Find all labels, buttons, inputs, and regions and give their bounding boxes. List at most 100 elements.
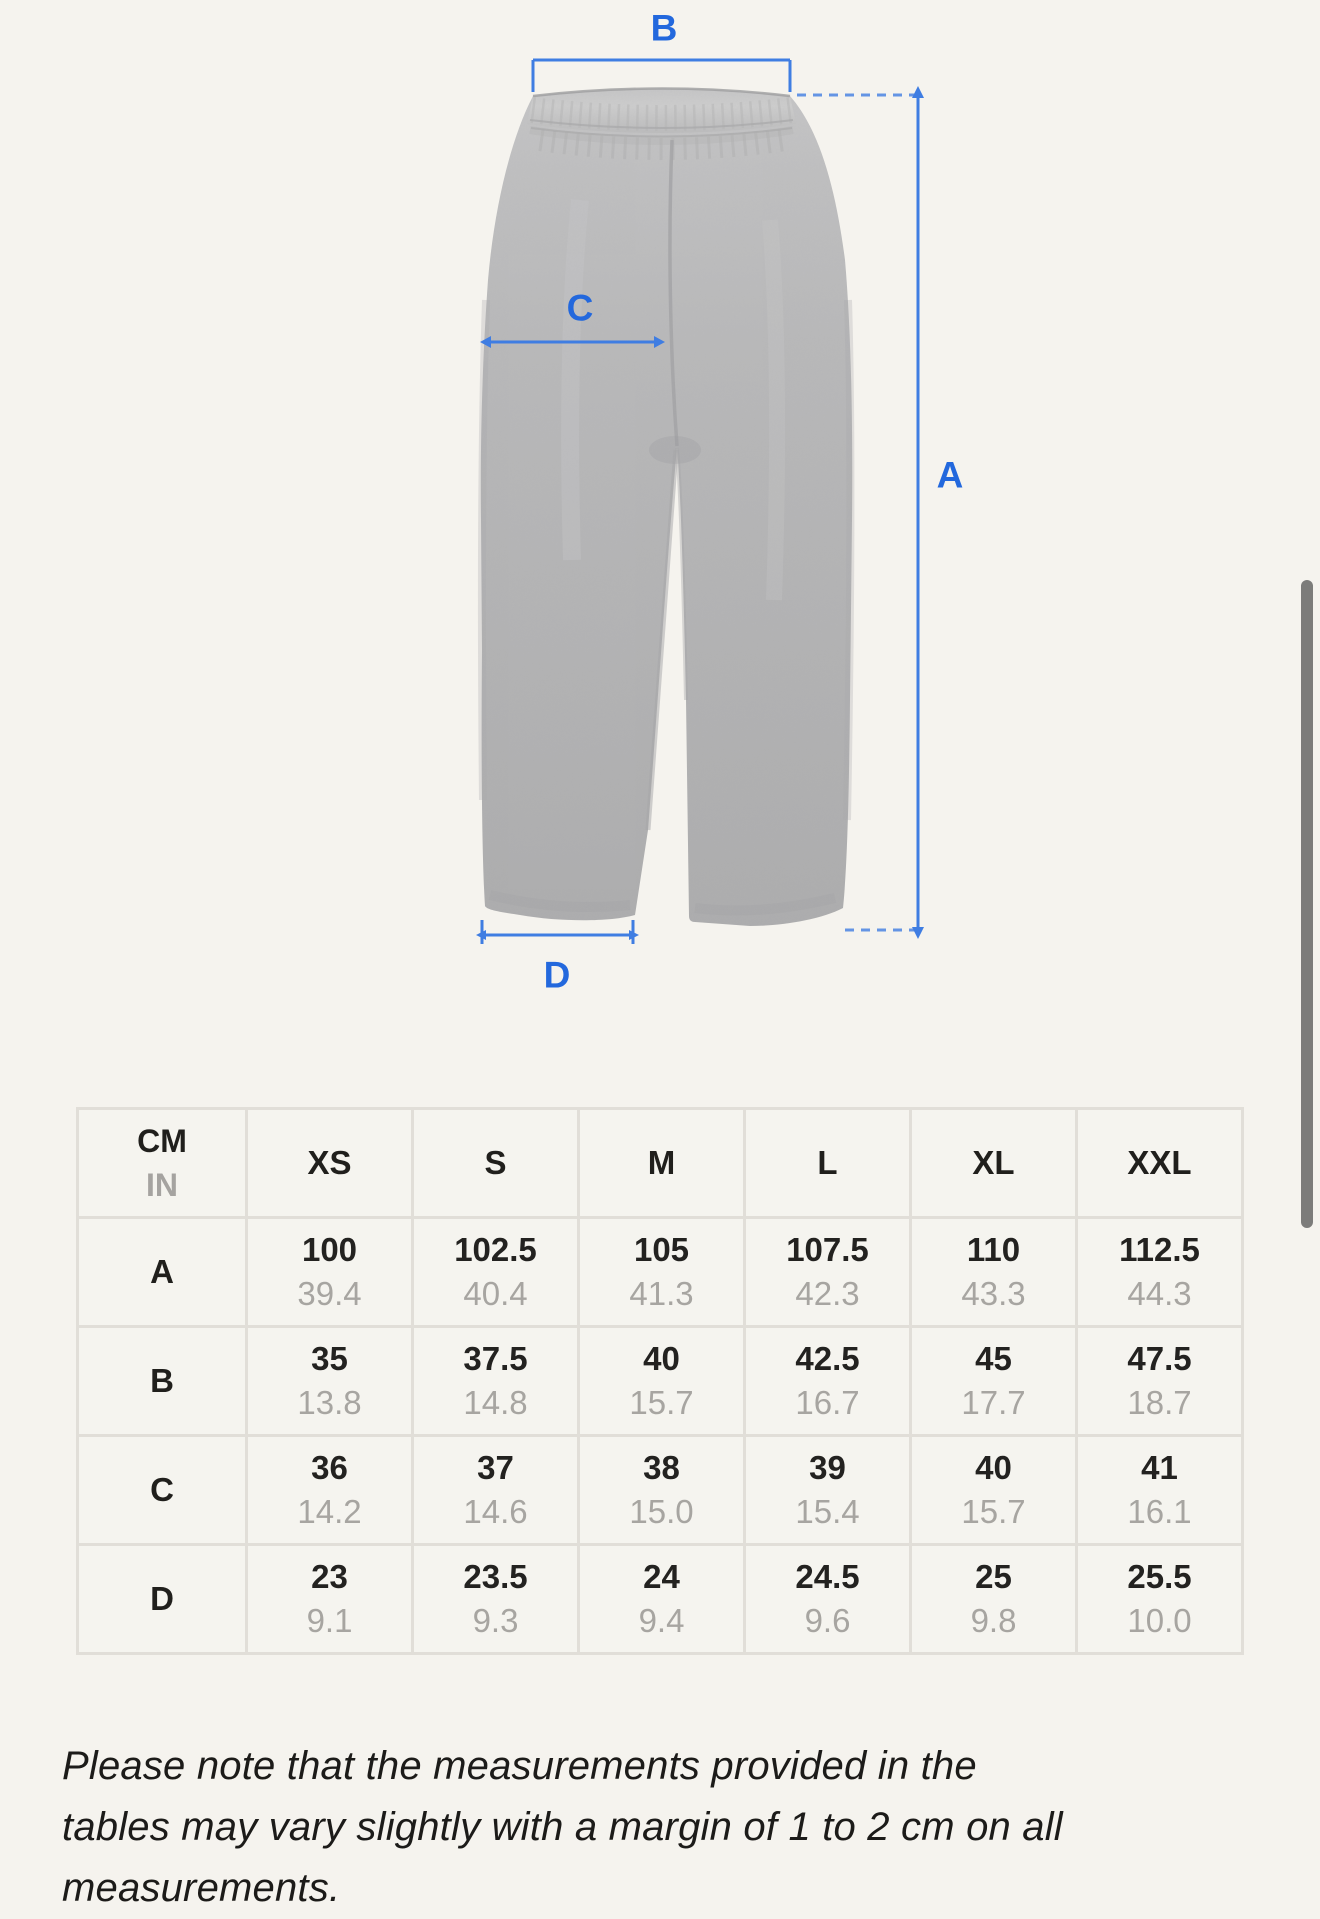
- sweatpants-image: [478, 87, 855, 926]
- value-in: 43.3: [961, 1275, 1026, 1312]
- value-cm: 25.5: [1127, 1558, 1192, 1595]
- value-cell-d-xxl: 25.5 10.0: [1078, 1546, 1241, 1652]
- value-in: 18.7: [1127, 1384, 1192, 1421]
- measurement-line-a: [797, 86, 924, 939]
- value-cell-c-xl: 40 15.7: [912, 1437, 1075, 1543]
- value-cell-d-l: 24.5 9.6: [746, 1546, 909, 1652]
- size-diagram: B A C D: [476, 8, 964, 996]
- value-cell-d-xs: 23 9.1: [248, 1546, 411, 1652]
- value-in: 14.8: [463, 1384, 528, 1421]
- unit-in-label: IN: [146, 1167, 178, 1203]
- measurement-row-label: A: [150, 1253, 174, 1290]
- measurement-row-label: D: [150, 1580, 174, 1617]
- size-column-label: XS: [307, 1144, 352, 1181]
- size-column-label: XL: [972, 1144, 1015, 1181]
- value-in: 17.7: [961, 1384, 1026, 1421]
- value-cell-b-xxl: 47.5 18.7: [1078, 1328, 1241, 1434]
- value-cm: 38: [643, 1449, 680, 1486]
- row-label-cell-c: C: [79, 1437, 245, 1543]
- size-column-header-s: S: [414, 1110, 577, 1216]
- value-cell-b-m: 40 15.7: [580, 1328, 743, 1434]
- value-in: 44.3: [1127, 1275, 1192, 1312]
- value-in: 14.2: [297, 1493, 362, 1530]
- value-in: 15.0: [629, 1493, 694, 1530]
- value-cm: 107.5: [786, 1231, 869, 1268]
- size-column-label: M: [647, 1144, 676, 1181]
- unit-cm-label: CM: [137, 1123, 187, 1159]
- scrollbar-thumb[interactable]: [1301, 580, 1313, 1228]
- value-cm: 24.5: [795, 1558, 860, 1595]
- value-cm: 45: [975, 1340, 1012, 1377]
- value-cm: 37.5: [463, 1340, 528, 1377]
- measurement-label-c: C: [567, 288, 594, 329]
- measurement-row-label: C: [150, 1471, 174, 1508]
- value-cell-c-xs: 36 14.2: [248, 1437, 411, 1543]
- note-line: measurements.: [62, 1866, 341, 1910]
- value-in: 16.7: [795, 1384, 860, 1421]
- value-cell-a-l: 107.5 42.3: [746, 1219, 909, 1325]
- value-cell-a-s: 102.5 40.4: [414, 1219, 577, 1325]
- value-cm: 40: [975, 1449, 1012, 1486]
- value-in: 15.7: [629, 1384, 694, 1421]
- note-line: Please note that the measurements provid…: [62, 1744, 977, 1788]
- value-cm: 100: [301, 1231, 358, 1268]
- value-cm: 102.5: [454, 1231, 537, 1268]
- measurement-line-c: [480, 336, 665, 348]
- row-label-cell-a: A: [79, 1219, 245, 1325]
- value-cell-c-m: 38 15.0: [580, 1437, 743, 1543]
- value-cell-a-xl: 110 43.3: [912, 1219, 1075, 1325]
- value-cm: 23: [311, 1558, 348, 1595]
- size-column-header-m: M: [580, 1110, 743, 1216]
- size-column-header-xs: XS: [248, 1110, 411, 1216]
- row-label-cell-d: D: [79, 1546, 245, 1652]
- value-cell-b-l: 42.5 16.7: [746, 1328, 909, 1434]
- value-cell-a-xxl: 112.5 44.3: [1078, 1219, 1241, 1325]
- unit-header-cell: CM IN: [79, 1110, 245, 1216]
- size-column-header-xl: XL: [912, 1110, 1075, 1216]
- size-column-header-xxl: XXL: [1078, 1110, 1241, 1216]
- row-label-cell-b: B: [79, 1328, 245, 1434]
- value-cell-d-s: 23.5 9.3: [414, 1546, 577, 1652]
- value-cm: 110: [966, 1231, 1021, 1268]
- measurement-line-b: [531, 58, 792, 92]
- value-cm: 40: [643, 1340, 680, 1377]
- measurement-disclaimer: Please note that the measurements provid…: [62, 1736, 1272, 1919]
- value-cell-a-xs: 100 39.4: [248, 1219, 411, 1325]
- value-in: 42.3: [795, 1275, 860, 1312]
- note-line: tables may vary slightly with a margin o…: [62, 1805, 1063, 1849]
- value-in: 39.4: [297, 1275, 362, 1312]
- size-column-label: S: [484, 1144, 507, 1181]
- value-in: 40.4: [463, 1275, 528, 1312]
- size-table: CM IN XS S M L XL XXL A 100 39.4 102.5 40.4 105 41.3 10…: [76, 1107, 1244, 1655]
- value-cm: 41: [1141, 1449, 1178, 1486]
- measurement-line-d: [476, 920, 639, 944]
- size-column-header-l: L: [746, 1110, 909, 1216]
- value-cell-b-s: 37.5 14.8: [414, 1328, 577, 1434]
- value-cm: 42.5: [795, 1340, 860, 1377]
- value-cm: 112.5: [1119, 1231, 1200, 1268]
- value-in: 16.1: [1127, 1493, 1192, 1530]
- value-cm: 39: [809, 1449, 846, 1486]
- value-in: 10.0: [1127, 1602, 1192, 1639]
- value-in: 41.3: [629, 1275, 694, 1312]
- size-column-label: XXL: [1127, 1144, 1192, 1181]
- value-cm: 35: [311, 1340, 348, 1377]
- value-in: 15.4: [795, 1493, 860, 1530]
- measurement-label-a: A: [937, 455, 964, 496]
- value-cell-b-xs: 35 13.8: [248, 1328, 411, 1434]
- value-cm: 23.5: [463, 1558, 528, 1595]
- measurement-label-b: B: [651, 8, 678, 49]
- value-cell-c-l: 39 15.4: [746, 1437, 909, 1543]
- value-in: 9.8: [970, 1602, 1017, 1639]
- value-cm: 24: [643, 1558, 680, 1595]
- value-in: 15.7: [961, 1493, 1026, 1530]
- value-cell-a-m: 105 41.3: [580, 1219, 743, 1325]
- value-cm: 36: [311, 1449, 348, 1486]
- value-in: 14.6: [463, 1493, 528, 1530]
- value-cm: 47.5: [1127, 1340, 1192, 1377]
- value-cm: 25: [975, 1558, 1012, 1595]
- value-in: 9.4: [638, 1602, 685, 1639]
- measurement-label-d: D: [544, 955, 571, 996]
- value-cell-c-s: 37 14.6: [414, 1437, 577, 1543]
